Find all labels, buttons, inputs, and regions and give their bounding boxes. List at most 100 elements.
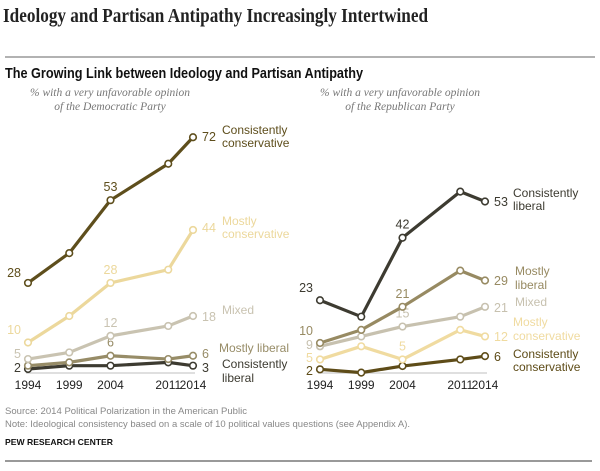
data-point (398, 302, 407, 311)
series-name-label: liberal (515, 278, 547, 292)
series-name-label: Mixed (515, 295, 547, 309)
series-mixed: 5 12 18 Mixed (14, 303, 254, 364)
series-name-label: Mostly (515, 264, 550, 278)
series-name-label: conservative (513, 329, 581, 343)
series-name-label: Consistently (222, 357, 287, 371)
data-point (164, 159, 173, 168)
data-point (315, 355, 325, 364)
figure-title: Ideology and Partisan Antipathy Increasi… (3, 5, 428, 27)
data-label: 9 (306, 338, 313, 352)
series-name-label: conservative (513, 360, 581, 374)
series-name-label: conservative (222, 227, 290, 241)
data-label: 18 (202, 310, 216, 324)
panel-caption: of the Republican Party (345, 101, 455, 113)
data-label: 23 (299, 281, 313, 295)
data-point (164, 321, 173, 331)
series-name-label: liberal (222, 371, 254, 385)
series-name-label: Mixed (222, 303, 254, 317)
source-note: Source: 2014 Political Polarization in t… (5, 406, 247, 417)
x-tick-label: 2014 (180, 378, 207, 392)
data-point (480, 302, 490, 311)
data-point (23, 354, 33, 364)
data-point (398, 361, 407, 371)
data-point (65, 311, 74, 321)
series-name-label: Mostly (513, 315, 548, 329)
data-label: 21 (494, 301, 508, 315)
data-point (106, 351, 115, 360)
data-point (164, 354, 173, 364)
data-point (398, 355, 407, 364)
panel-caption: % with a very unfavorable opinion (320, 87, 480, 99)
data-point (480, 352, 490, 361)
data-point (188, 361, 198, 370)
data-point (456, 266, 465, 275)
x-tick-label: 2011 (447, 378, 473, 392)
panel-1: % with a very unfavorable opinion of the … (7, 87, 290, 392)
data-point (456, 355, 465, 364)
data-label: 28 (104, 263, 118, 277)
x-tick-label: 1994 (15, 378, 42, 392)
data-point (357, 312, 366, 321)
data-point (357, 368, 366, 377)
x-tick-label: 2004 (389, 378, 416, 392)
panel-caption: % with a very unfavorable opinion (30, 87, 190, 99)
data-point (65, 358, 74, 367)
data-label: 53 (104, 180, 118, 194)
data-point (188, 351, 198, 360)
x-tick-label: 2004 (97, 378, 124, 392)
data-point (315, 296, 325, 305)
data-point (456, 312, 465, 321)
data-point (357, 325, 366, 334)
data-point (480, 332, 490, 341)
data-point (106, 331, 115, 340)
series-name-label: Consistently (222, 123, 287, 137)
chart-panels: % with a very unfavorable opinion of the … (7, 87, 581, 392)
x-tick-label: 1999 (56, 378, 83, 392)
data-point (65, 348, 74, 357)
data-label: 10 (7, 323, 21, 337)
series-name-label: Consistently (513, 186, 578, 200)
data-label: 2 (14, 361, 21, 375)
data-label: 72 (202, 130, 216, 144)
series-mixed: 915 21 Mixed (306, 295, 547, 352)
x-tick-label: 2011 (155, 378, 181, 392)
series-name-label: conservative (222, 136, 290, 150)
methodology-note: Note: Ideological consistency based on a… (5, 419, 410, 430)
data-label: 42 (396, 218, 410, 232)
data-label: 28 (7, 266, 21, 280)
data-point (188, 311, 198, 321)
data-point (106, 278, 115, 288)
data-label: 44 (202, 221, 216, 235)
data-label: 5 (399, 339, 406, 353)
data-point (315, 338, 325, 348)
data-point (456, 187, 465, 196)
chart-subtitle: The Growing Link between Ideology and Pa… (5, 65, 364, 82)
data-point (188, 133, 198, 142)
data-label: 10 (299, 324, 313, 338)
data-label: 21 (396, 287, 410, 301)
data-point (357, 332, 366, 341)
data-point (398, 322, 407, 331)
data-point (188, 225, 198, 235)
data-label: 5 (14, 347, 21, 361)
data-point (23, 278, 33, 288)
data-label: 6 (494, 350, 501, 364)
data-label: 29 (494, 274, 508, 288)
series-mostly-liberal: 6 6 Mostly liberal (23, 336, 289, 370)
data-point (23, 338, 33, 347)
data-point (456, 325, 465, 334)
data-label: 12 (104, 316, 118, 330)
data-label: 12 (494, 330, 508, 344)
x-tick-label: 1999 (348, 378, 375, 392)
data-point (65, 249, 74, 258)
data-point (23, 361, 33, 370)
data-point (480, 197, 490, 206)
